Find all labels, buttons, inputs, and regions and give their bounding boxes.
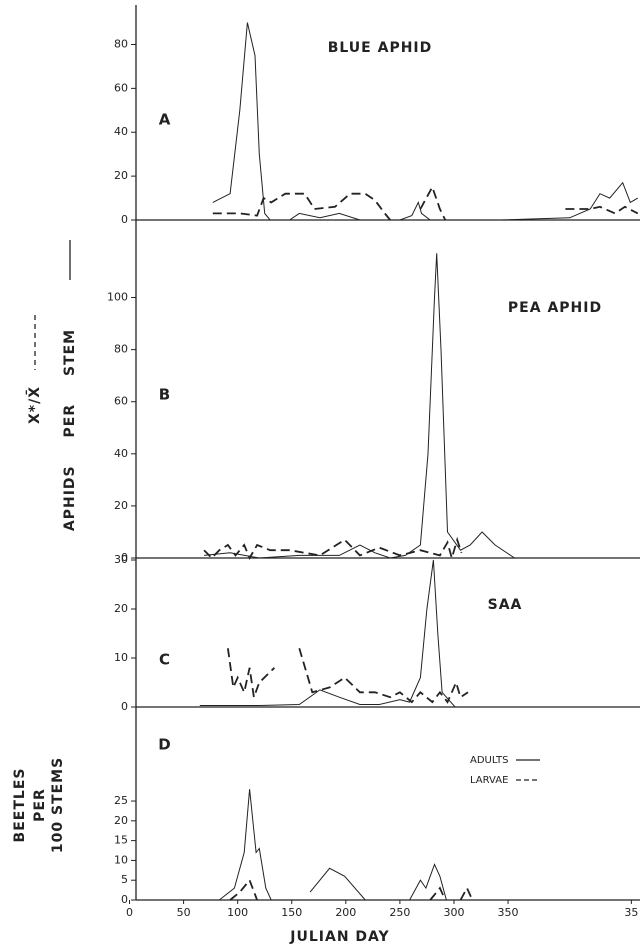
series-line: [409, 863, 447, 901]
y-tick-label: 10: [114, 651, 128, 664]
y-tick-label: 10: [114, 853, 128, 866]
y-axis-title: PER: [32, 788, 48, 822]
series-line: [227, 648, 276, 698]
y-tick-label: 80: [114, 343, 128, 356]
legend-label: LARVAE: [470, 775, 508, 786]
series-line: [199, 559, 621, 708]
panel-label: C: [159, 651, 171, 669]
y-tick-label: 80: [114, 37, 128, 50]
x-tick-label: 300: [443, 906, 464, 919]
panel-label: B: [159, 386, 171, 404]
series-line: [203, 536, 463, 562]
y-tick-label: 5: [121, 873, 128, 886]
series-line: [565, 205, 639, 215]
y-axis-title: 100 STEMS: [50, 757, 66, 853]
panel-title: PEA APHID: [508, 300, 602, 316]
x-tick-label: 50: [177, 906, 191, 919]
series-line: [429, 886, 447, 901]
series-line: [204, 253, 515, 559]
x-tick-label: 35: [624, 906, 638, 919]
series-line: [419, 184, 447, 221]
y-tick-label: 30: [114, 553, 128, 566]
legend-label: ADULTS: [470, 755, 509, 766]
series-line: [212, 22, 639, 221]
y-tick-label: 40: [114, 447, 128, 460]
y-tick-label: 20: [114, 169, 128, 182]
series-line: [298, 647, 469, 704]
y-tick-label: 60: [114, 395, 128, 408]
y-tick-label: 20: [114, 814, 128, 827]
y-tick-label: 0: [121, 551, 128, 564]
y-tick-label: 25: [114, 794, 128, 807]
y-tick-label: 20: [114, 602, 128, 615]
panel-label: D: [158, 736, 171, 754]
series-line: [218, 789, 272, 901]
x-tick-label: 350: [498, 906, 519, 919]
x-tick-label: 0: [126, 906, 133, 919]
x-axis-title: JULIAN DAY: [289, 929, 389, 945]
y-tick-label: 40: [114, 125, 128, 138]
y-tick-label: 100: [107, 291, 128, 304]
panel-title: SAA: [488, 597, 523, 613]
y-tick-label: 15: [114, 834, 128, 847]
series-line: [212, 192, 391, 221]
x-tick-label: 250: [389, 906, 410, 919]
x-tick-label: 100: [227, 906, 248, 919]
y-tick-label: 20: [114, 499, 128, 512]
y-tick-label: 0: [121, 700, 128, 713]
x-tick-label: 200: [335, 906, 356, 919]
y-tick-label: 0: [121, 893, 128, 906]
y-axis-title: BEETLES: [12, 768, 28, 843]
series-line: [309, 867, 366, 901]
series-line: [459, 886, 474, 901]
y-axis-title-dashed: X*/X̄: [24, 386, 43, 424]
panel-label: A: [159, 111, 172, 129]
x-tick-label: 150: [281, 906, 302, 919]
panel-title: BLUE APHID: [328, 40, 433, 56]
y-tick-label: 0: [121, 213, 128, 226]
series-line: [229, 878, 258, 901]
y-axis-title: APHIDS PER STEM: [62, 329, 78, 531]
y-tick-label: 60: [114, 81, 128, 94]
